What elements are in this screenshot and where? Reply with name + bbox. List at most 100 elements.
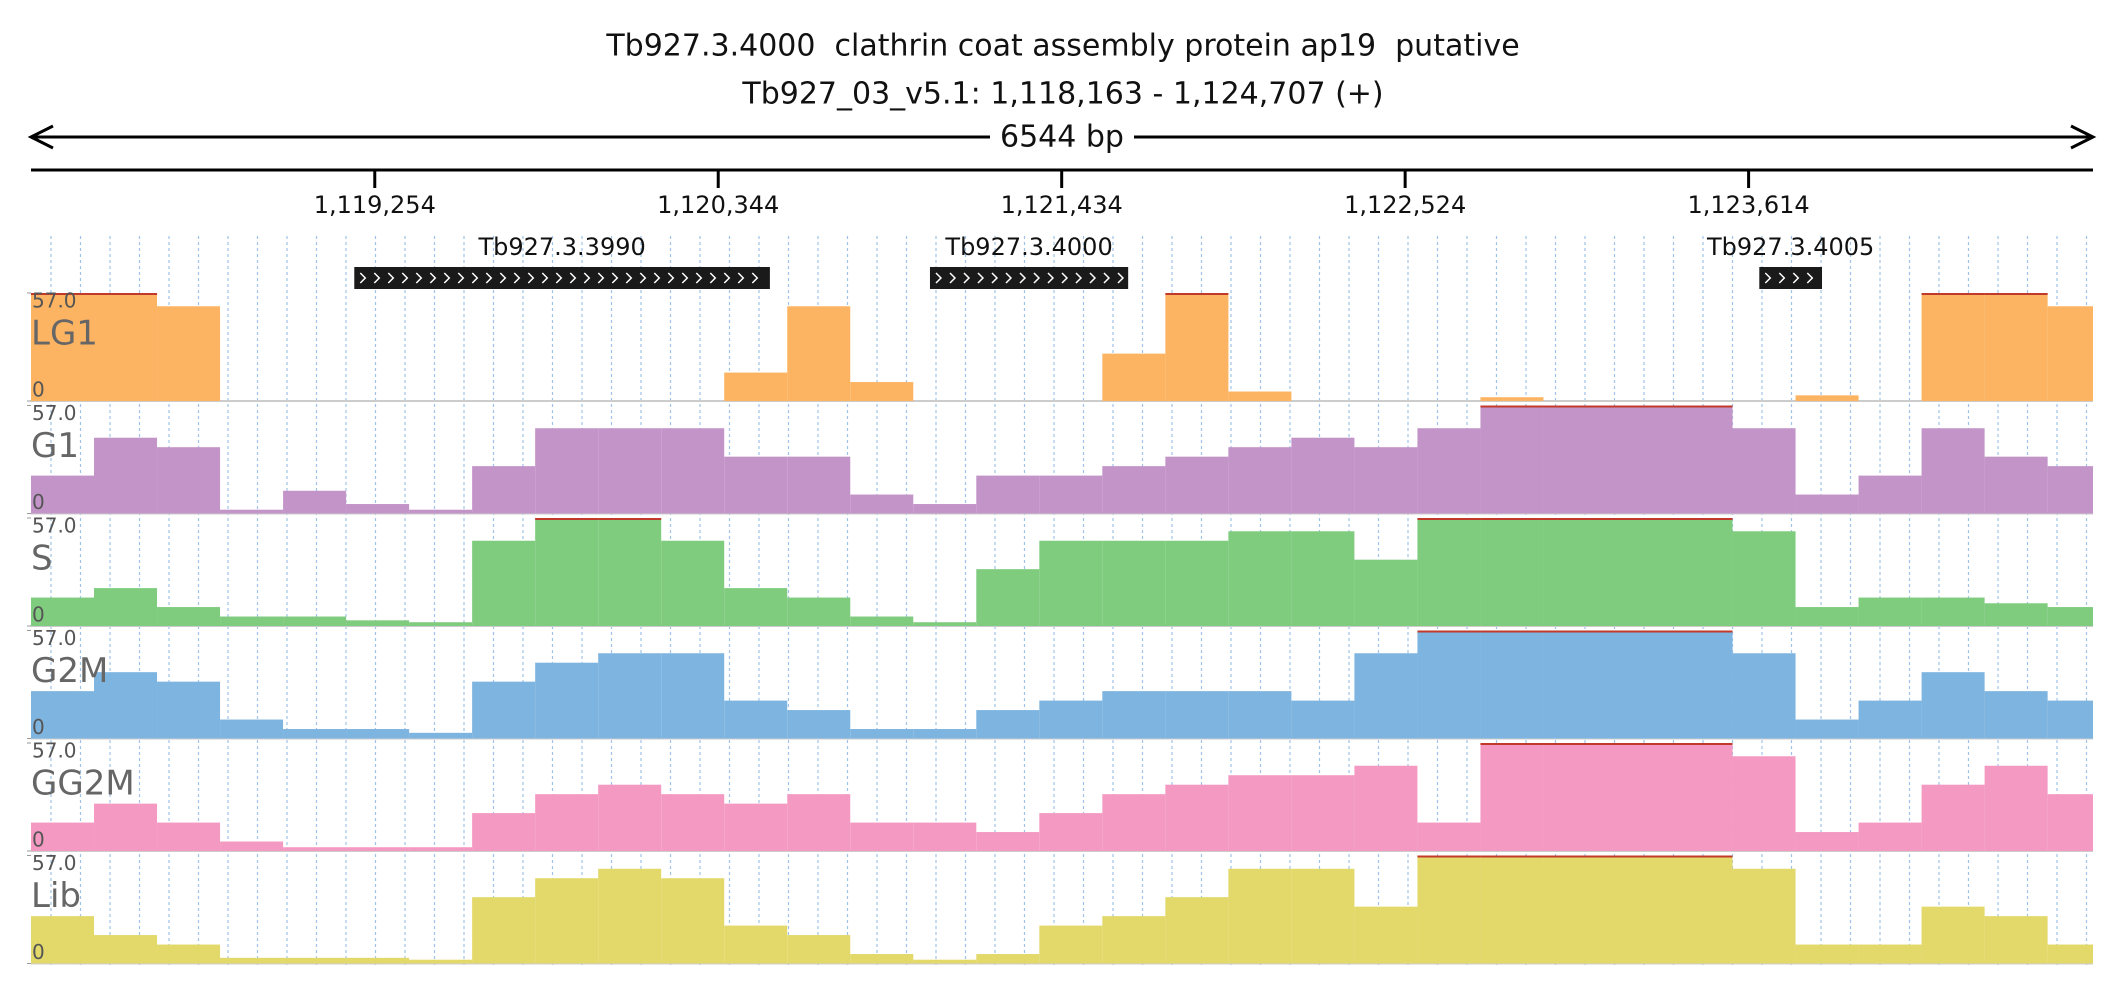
coverage-bar	[1921, 597, 1985, 626]
coverage-bar	[1543, 855, 1607, 964]
coverage-bar	[1354, 559, 1418, 626]
coverage-bar	[1795, 832, 1859, 851]
strand-chevron	[611, 272, 619, 284]
coverage-bar	[1228, 447, 1292, 514]
coverage-bar	[598, 518, 662, 626]
coverage-bar	[1921, 672, 1985, 739]
coverage-bar	[535, 662, 599, 739]
coverage-bar	[787, 794, 851, 851]
y-tick-label: 57.0	[32, 401, 77, 425]
gene-label: Tb927.3.3990	[477, 233, 645, 261]
coverage-bar	[2047, 794, 2093, 851]
coverage-bar	[1480, 405, 1544, 514]
strand-chevron	[737, 272, 745, 284]
coverage-bar	[157, 306, 221, 401]
coverage-bar	[94, 293, 158, 401]
strand-chevron	[695, 272, 703, 284]
y-tick-label: 0	[32, 715, 45, 739]
coverage-bar	[976, 710, 1040, 739]
coverage-bar	[913, 504, 977, 514]
strand-chevron	[1019, 272, 1027, 284]
coverage-bar	[1228, 868, 1292, 964]
coverage-bar	[1795, 944, 1859, 964]
strand-chevron	[1033, 272, 1041, 284]
coverage-bar	[1228, 775, 1292, 851]
coverage-bar	[724, 803, 788, 851]
coverage-bar	[31, 691, 95, 739]
coverage-bar	[661, 540, 725, 626]
coverage-bar	[1732, 653, 1796, 739]
y-tick-label: 57.0	[32, 289, 77, 313]
coverage-bar	[157, 607, 221, 626]
coverage-bar	[1543, 630, 1607, 739]
strand-chevron	[1806, 272, 1814, 284]
coverage-bar	[94, 672, 158, 739]
coverage-bar	[346, 620, 410, 626]
coverage-bar	[409, 622, 473, 626]
x-tick-label: 1,122,524	[1344, 191, 1466, 219]
coverage-bar	[94, 437, 158, 514]
track-name: G2M	[31, 651, 108, 691]
coverage-bar	[787, 456, 851, 514]
coverage-bar	[94, 588, 158, 626]
coverage-bar	[346, 847, 410, 851]
coverage-bar	[913, 622, 977, 626]
coverage-bar	[472, 540, 536, 626]
strand-chevron	[723, 272, 731, 284]
strand-chevron	[415, 272, 423, 284]
coverage-bar	[1354, 765, 1418, 851]
strand-chevron	[751, 272, 759, 284]
coverage-bar	[1165, 293, 1229, 401]
coverage-bar	[346, 957, 410, 964]
coverage-bar	[1228, 691, 1292, 739]
strand-chevron	[935, 272, 943, 284]
coverage-bar	[787, 597, 851, 626]
strand-chevron	[471, 272, 479, 284]
coverage-bar	[2047, 944, 2093, 964]
strand-chevron	[359, 272, 367, 284]
gene-box	[929, 267, 1129, 289]
coverage-bar	[283, 847, 347, 851]
coverage-bar	[535, 428, 599, 514]
strand-chevron	[667, 272, 675, 284]
coverage-bar	[346, 504, 410, 514]
coverage-bar	[1102, 691, 1166, 739]
x-tick-label: 1,119,254	[314, 191, 436, 219]
coverage-bar	[724, 456, 788, 514]
coverage-bar	[1291, 531, 1355, 626]
strand-chevron	[639, 272, 647, 284]
strand-chevron	[653, 272, 661, 284]
y-tick-label: 0	[32, 940, 45, 964]
track-name: Lib	[31, 876, 81, 916]
coverage-bar	[1732, 868, 1796, 964]
coverage-bar	[1228, 531, 1292, 626]
coverage-bar	[724, 925, 788, 964]
coverage-bar	[220, 841, 284, 851]
strand-chevron	[401, 272, 409, 284]
coverage-bar	[1291, 775, 1355, 851]
coverage-bar	[1669, 518, 1733, 626]
coverage-bar	[409, 509, 473, 514]
coverage-bar	[1480, 397, 1544, 401]
coverage-bar	[724, 372, 788, 401]
strand-chevron	[555, 272, 563, 284]
coverage-bar	[1039, 700, 1103, 739]
strand-chevron	[1005, 272, 1013, 284]
coverage-bar	[1039, 925, 1103, 964]
x-tick-label: 1,121,434	[1001, 191, 1123, 219]
coverage-bar	[220, 509, 284, 514]
coverage-bar	[283, 490, 347, 514]
coverage-bar	[409, 732, 473, 739]
coverage-bar	[1606, 405, 1670, 514]
coverage-bar	[1102, 466, 1166, 514]
coverage-bar	[346, 729, 410, 739]
arrow-head	[27, 124, 54, 150]
coverage-bar	[787, 710, 851, 739]
x-tick-label: 1,120,344	[657, 191, 779, 219]
coverage-bar	[1165, 456, 1229, 514]
coverage-bar	[1669, 743, 1733, 851]
coverage-bar	[1858, 822, 1922, 851]
coverage-bar	[1165, 691, 1229, 739]
coverage-bar	[1102, 540, 1166, 626]
coverage-bar	[1291, 868, 1355, 964]
